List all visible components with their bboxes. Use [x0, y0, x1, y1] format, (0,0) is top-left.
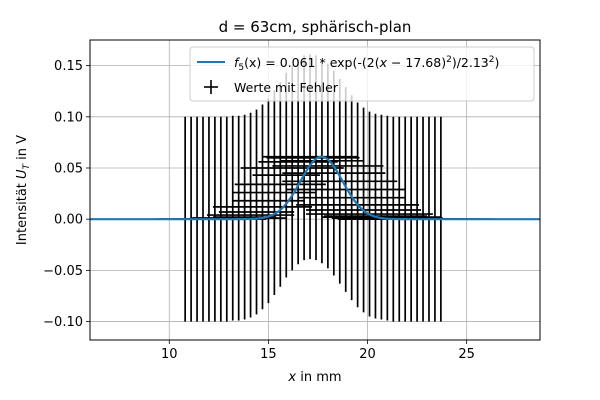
x-tick-label: 20 — [359, 347, 376, 362]
legend: f5(x) = 0.061 * exp(-(2(x − 17.68)2)/2.1… — [189, 46, 535, 102]
data-point — [212, 104, 313, 310]
legend-box — [189, 46, 535, 102]
x-axis-label: x in mm — [287, 370, 341, 385]
legend-fit-label: f5(x) = 0.061 * exp(-(2(x − 17.68)2)/2.1… — [234, 55, 499, 73]
y-tick-label: −0.05 — [43, 264, 83, 279]
x-axis-label-var: x — [287, 370, 296, 385]
y-tick-label: −0.10 — [43, 315, 83, 330]
y-axis-label: Intensität UT in V — [15, 135, 32, 245]
y-tick-label: 0.15 — [54, 59, 83, 74]
chart-title: d = 63cm, sphärisch-plan — [219, 18, 412, 36]
y-axis-label-main: Intensität — [15, 179, 30, 245]
y-tick-label: 0.05 — [54, 161, 83, 176]
y-axis-label-var: U — [15, 169, 30, 179]
ticks: 10 15 20 25 −0.10 −0.05 0.00 0.05 0.10 0.15 — [43, 59, 475, 362]
y-axis-label-sub: T — [22, 162, 32, 169]
x-tick-label: 10 — [161, 347, 178, 362]
data-point — [286, 87, 406, 292]
y-axis-label-rest: in V — [15, 135, 30, 164]
data-point — [282, 70, 386, 276]
x-tick-label: 15 — [260, 347, 277, 362]
data-point — [252, 72, 320, 278]
legend-data-label: Werte mit Fehler — [234, 80, 339, 95]
plot-frame — [89, 39, 541, 341]
fit-curve — [90, 155, 540, 221]
y-tick-label: 0.00 — [54, 213, 83, 228]
y-tick-label: 0.10 — [54, 110, 83, 125]
data-point — [232, 90, 316, 295]
data-point — [218, 109, 295, 315]
x-axis-label-rest: in mm — [296, 370, 341, 385]
x-tick-label: 25 — [458, 347, 475, 362]
fit-layer — [90, 155, 540, 221]
